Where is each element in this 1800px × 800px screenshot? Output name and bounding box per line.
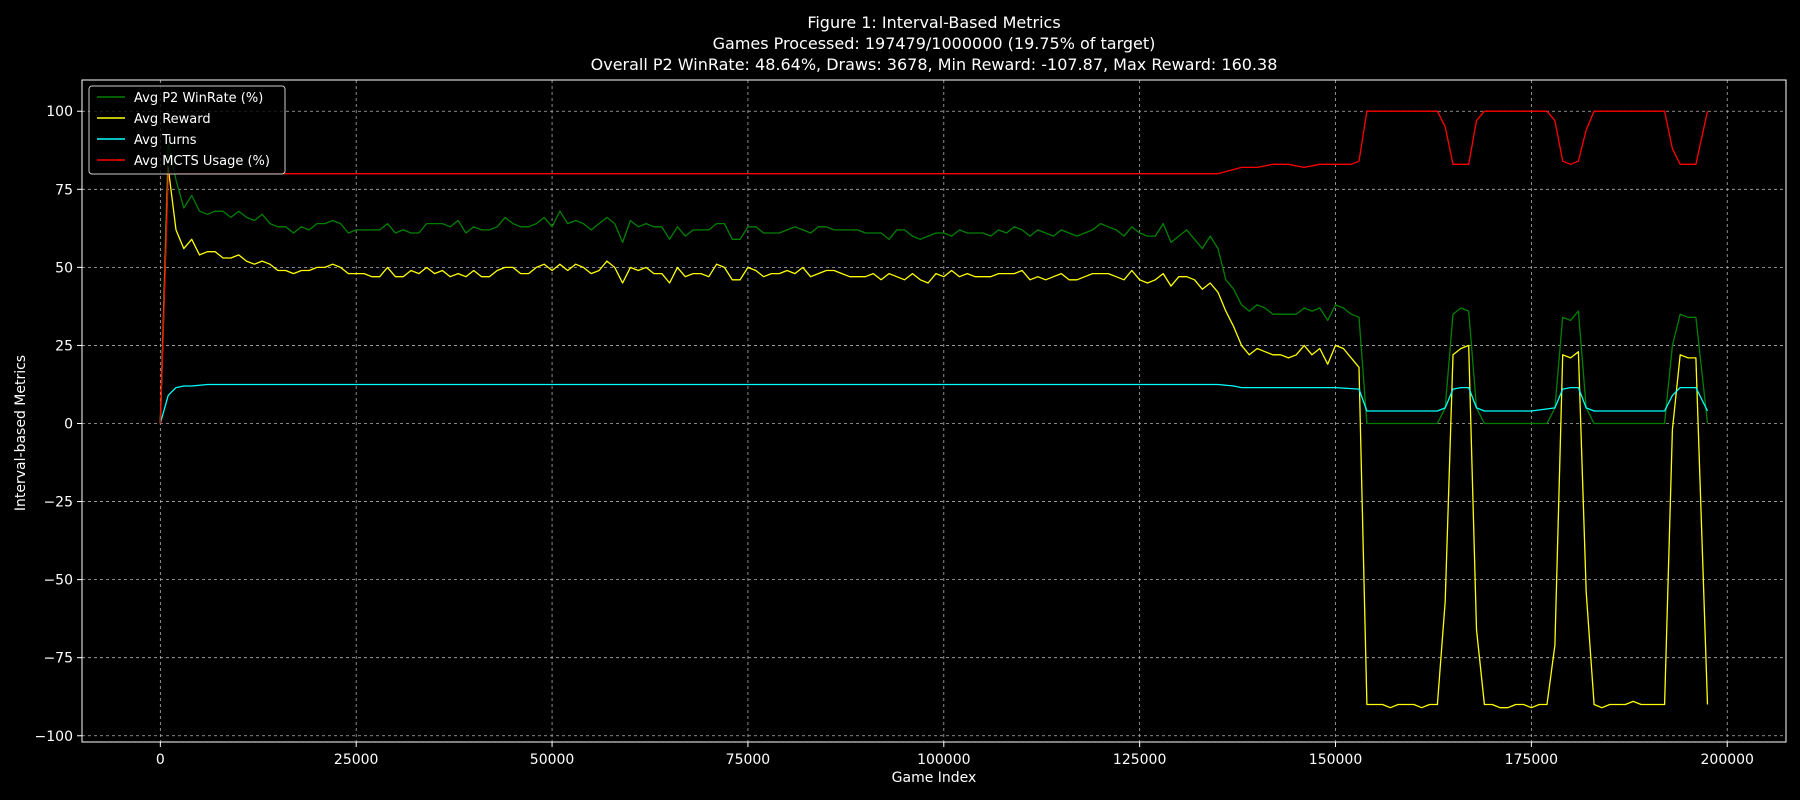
legend-label: Avg Reward: [134, 112, 211, 127]
y-tick-label: 100: [46, 104, 73, 120]
y-tick-label: −25: [43, 495, 73, 511]
y-tick-label: 50: [55, 260, 73, 276]
x-tick-label: 125000: [1113, 752, 1166, 768]
axes: 0 25000 50000 75000 100000 125000 150000 175000…: [35, 79, 1787, 768]
grid-lines: [82, 80, 1786, 742]
x-tick-label: 25000: [334, 752, 379, 768]
x-tick-label: 200000: [1701, 752, 1754, 768]
x-tick-label: 100000: [917, 752, 970, 768]
legend-label: Avg Turns: [134, 133, 197, 148]
y-tick-label: 75: [55, 182, 73, 198]
chart-title-line-2: Games Processed: 197479/1000000 (19.75% …: [713, 34, 1156, 53]
chart-title-line-1: Figure 1: Interval-Based Metrics: [807, 13, 1060, 32]
series-line-3: [159, 383, 1709, 424]
y-tick-label: −75: [43, 651, 73, 667]
y-tick-label: −50: [43, 573, 73, 589]
y-tick-label: 0: [64, 416, 73, 432]
x-tick-label: 50000: [530, 752, 575, 768]
x-tick-label: 175000: [1505, 752, 1558, 768]
y-tick-label: 25: [55, 338, 73, 354]
series-line-1: [159, 141, 1709, 425]
x-tick-label: 0: [156, 752, 165, 768]
x-axis-label: Game Index: [892, 770, 977, 786]
legend-label: Avg MCTS Usage (%): [134, 154, 270, 169]
chart-title-line-3: Overall P2 WinRate: 48.64%, Draws: 3678,…: [591, 55, 1278, 74]
y-axis-label: Interval-based Metrics: [13, 355, 29, 511]
series-line-4: [159, 110, 1709, 424]
y-tick-label: −100: [35, 729, 73, 745]
legend-box: [88, 85, 286, 175]
series-line-2: [159, 166, 1709, 709]
legend: Avg P2 WinRate (%) Avg Reward Avg Turns Avg…: [88, 85, 286, 175]
x-tick-label: 150000: [1309, 752, 1362, 768]
legend-label: Avg P2 WinRate (%): [134, 91, 263, 106]
series-lines: [159, 110, 1709, 709]
x-tick-label: 75000: [726, 752, 771, 768]
plot-frame: [81, 79, 1787, 743]
